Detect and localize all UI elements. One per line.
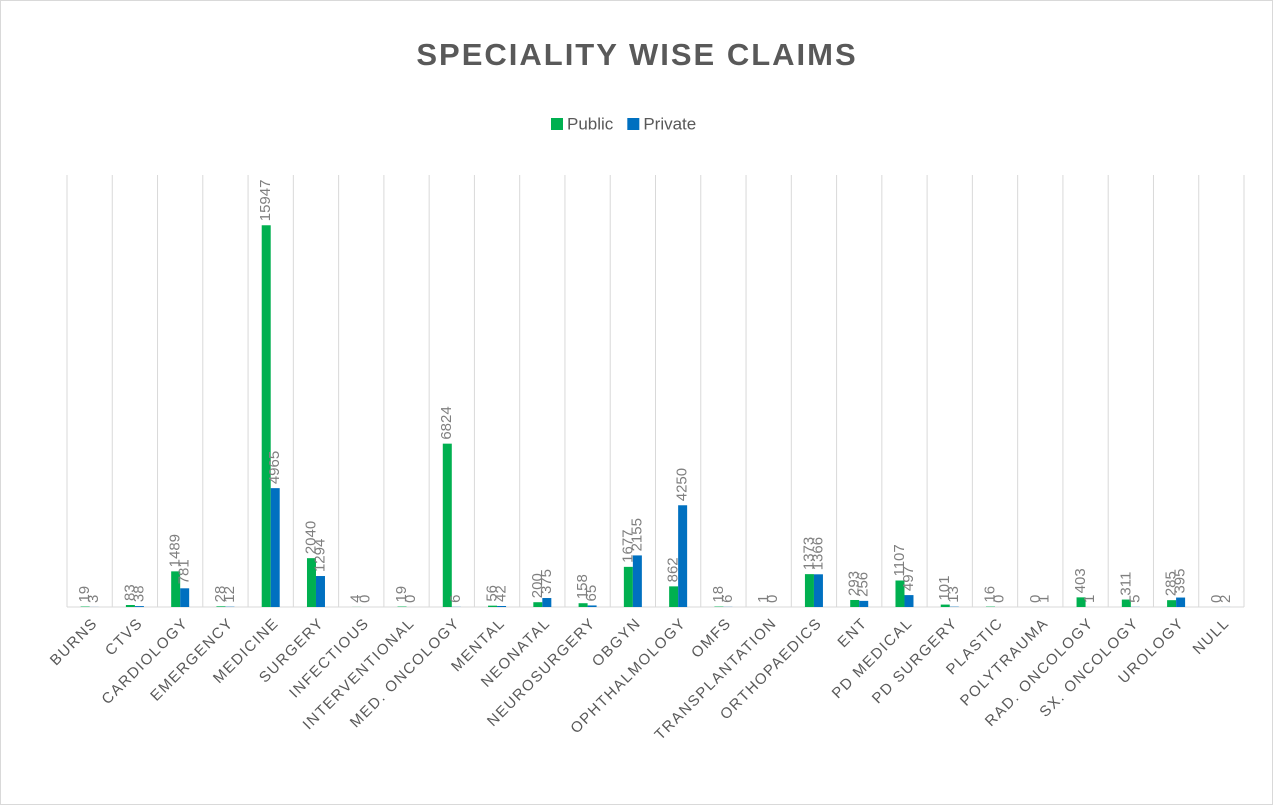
data-label: 5 xyxy=(1126,595,1143,603)
data-label: 4965 xyxy=(266,451,283,484)
data-label: 375 xyxy=(538,569,555,594)
data-label: 4 xyxy=(348,595,365,603)
data-label: 1 xyxy=(755,595,772,603)
bar xyxy=(1167,600,1177,607)
bar xyxy=(134,606,144,607)
data-label: 38 xyxy=(130,585,147,602)
bar xyxy=(306,558,316,607)
data-label: 293 xyxy=(846,571,863,596)
bar xyxy=(859,600,869,607)
data-label: 2155 xyxy=(628,518,645,551)
data-label: 0 xyxy=(990,595,1007,603)
bar xyxy=(669,586,679,607)
data-label: 0 xyxy=(402,595,419,603)
legend-swatch xyxy=(627,118,640,130)
data-label: 101 xyxy=(936,576,953,601)
chart-title: SPECIALITY WISE CLAIMS xyxy=(416,37,857,72)
bar xyxy=(442,443,452,607)
data-label: 0 xyxy=(764,595,781,603)
bar xyxy=(542,598,552,607)
bar xyxy=(315,576,325,607)
data-label: 28 xyxy=(212,586,229,603)
bar xyxy=(1121,599,1131,607)
data-label: 19 xyxy=(393,586,410,603)
data-label: 56 xyxy=(484,585,501,602)
data-label: 0 xyxy=(1027,595,1044,603)
data-label: 781 xyxy=(176,559,193,584)
data-label: 19 xyxy=(76,586,93,603)
data-label: 6824 xyxy=(438,406,455,439)
data-label: 1107 xyxy=(891,544,908,576)
bar xyxy=(533,602,543,607)
bar xyxy=(804,574,814,607)
data-label: 3 xyxy=(85,595,102,603)
data-label: 65 xyxy=(583,585,600,602)
data-label: 1294 xyxy=(311,539,328,572)
data-label: 4250 xyxy=(674,468,691,501)
data-label: 403 xyxy=(1072,568,1089,593)
bar xyxy=(813,574,823,607)
data-label: 83 xyxy=(121,584,138,601)
data-label: 2 xyxy=(1217,595,1234,603)
data-label: 862 xyxy=(665,557,682,582)
data-label: 12 xyxy=(221,586,238,603)
bar xyxy=(578,603,588,607)
data-label: 16 xyxy=(981,586,998,603)
bar xyxy=(895,580,905,607)
data-label: 158 xyxy=(574,574,591,599)
bar xyxy=(216,606,226,607)
legend-label: Private xyxy=(643,114,696,133)
bar xyxy=(497,605,507,607)
bar xyxy=(261,225,271,608)
bar xyxy=(678,505,688,607)
bar xyxy=(850,599,860,607)
data-label: 256 xyxy=(855,572,872,597)
data-label: 15947 xyxy=(257,180,274,222)
bar xyxy=(587,605,597,607)
bar xyxy=(1176,597,1186,607)
bar xyxy=(488,605,498,607)
data-label: 0 xyxy=(357,595,374,603)
data-label: 1366 xyxy=(809,537,826,570)
data-label: 497 xyxy=(900,566,917,591)
bar xyxy=(171,571,181,607)
data-label: 395 xyxy=(1172,569,1189,594)
bar xyxy=(1076,597,1086,607)
data-label: 1 xyxy=(1036,595,1053,603)
data-label: 1489 xyxy=(167,534,184,567)
data-label: 0 xyxy=(1208,595,1225,603)
data-label: 311 xyxy=(1117,572,1134,596)
bar xyxy=(904,595,914,607)
legend-label: Public xyxy=(567,114,614,133)
bar xyxy=(125,605,135,607)
data-label: 285 xyxy=(1163,571,1180,596)
data-label: 18 xyxy=(710,586,727,603)
data-label: 1 xyxy=(1081,595,1098,603)
data-label: 1373 xyxy=(800,537,817,570)
data-label: 200 xyxy=(529,573,546,598)
bar xyxy=(270,488,280,607)
bar xyxy=(180,588,190,607)
data-label: 2040 xyxy=(302,521,319,554)
bar xyxy=(632,555,642,607)
data-label: 13 xyxy=(945,586,962,603)
data-label: 6 xyxy=(719,595,736,603)
bar xyxy=(623,566,633,607)
data-label: 42 xyxy=(493,585,510,602)
legend-swatch xyxy=(551,118,563,130)
data-label: 1677 xyxy=(619,529,636,562)
bar xyxy=(940,604,950,607)
data-label: 6 xyxy=(447,595,464,603)
